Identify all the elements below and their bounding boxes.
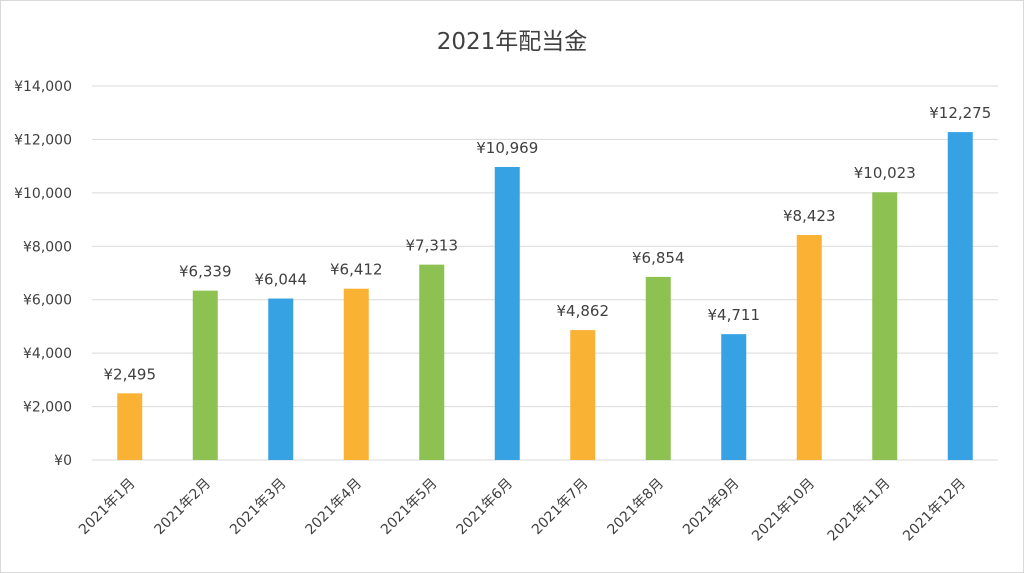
data-label: ¥12,275 — [929, 104, 991, 122]
y-tick-label: ¥10,000 — [14, 186, 72, 202]
bar — [872, 192, 898, 460]
bar — [796, 234, 822, 460]
bar — [947, 132, 973, 460]
y-axis-tick-labels: ¥0 ¥2,000 ¥4,000 ¥6,000 ¥8,000 ¥10,000 ¥12,000… — [14, 79, 72, 469]
data-label: ¥10,969 — [476, 139, 538, 157]
x-tick-label: 2021年5月 — [378, 476, 441, 539]
x-tick-label: 2021年6月 — [453, 476, 516, 539]
x-tick-label: 2021年8月 — [604, 476, 667, 539]
x-tick-label: 2021年2月 — [151, 476, 214, 539]
data-label: ¥6,412 — [330, 261, 383, 279]
bar — [494, 166, 520, 460]
x-axis-tick-labels: 2021年1月 2021年2月 2021年3月 2021年4月 2021年5月 2021年… — [76, 476, 969, 545]
y-tick-label: ¥2,000 — [23, 400, 72, 416]
data-label: ¥4,711 — [708, 306, 761, 324]
x-tick-label: 2021年3月 — [227, 476, 290, 539]
data-label: ¥6,339 — [179, 263, 232, 281]
bar — [117, 393, 143, 460]
y-tick-label: ¥14,000 — [14, 79, 72, 95]
bars — [117, 132, 973, 460]
data-label: ¥10,023 — [854, 164, 916, 182]
y-tick-label: ¥0 — [54, 453, 72, 469]
data-labels: ¥2,495 ¥6,339 ¥6,044 ¥6,412 ¥7,313 ¥10,969 ¥4,… — [104, 104, 992, 383]
bar — [721, 334, 747, 460]
gridlines — [92, 85, 998, 461]
y-tick-label: ¥8,000 — [23, 239, 72, 255]
data-label: ¥4,862 — [557, 302, 610, 320]
x-tick-label: 2021年1月 — [76, 476, 139, 539]
x-tick-label: 2021年4月 — [302, 476, 365, 539]
data-label: ¥6,854 — [632, 249, 685, 267]
bar — [268, 298, 294, 460]
x-tick-label: 2021年12月 — [900, 476, 969, 545]
bar — [419, 264, 445, 460]
y-tick-label: ¥12,000 — [14, 132, 72, 148]
y-tick-label: ¥6,000 — [23, 293, 72, 309]
bar — [343, 288, 369, 460]
x-tick-label: 2021年9月 — [680, 476, 743, 539]
x-tick-label: 2021年7月 — [529, 476, 592, 539]
x-tick-label: 2021年11月 — [825, 476, 894, 545]
bar — [192, 290, 218, 460]
x-tick-label: 2021年10月 — [749, 476, 818, 545]
y-tick-label: ¥4,000 — [23, 346, 72, 362]
data-label: ¥7,313 — [406, 237, 459, 255]
data-label: ¥2,495 — [104, 365, 157, 383]
chart-title: 2021年配当金 — [436, 29, 588, 55]
bar — [570, 330, 596, 460]
data-label: ¥8,423 — [783, 207, 836, 225]
data-label: ¥6,044 — [255, 271, 308, 289]
bar — [645, 276, 671, 460]
